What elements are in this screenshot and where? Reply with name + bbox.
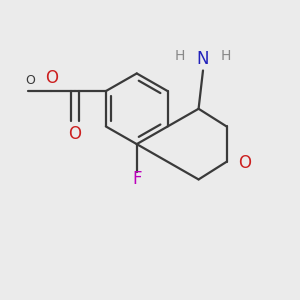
Text: O: O [238,154,251,172]
Text: O: O [68,125,81,143]
Text: N: N [197,50,209,68]
Text: H: H [221,49,231,63]
Text: F: F [132,170,142,188]
Text: H: H [175,49,185,63]
Text: O: O [45,69,58,87]
Text: O: O [25,74,35,87]
